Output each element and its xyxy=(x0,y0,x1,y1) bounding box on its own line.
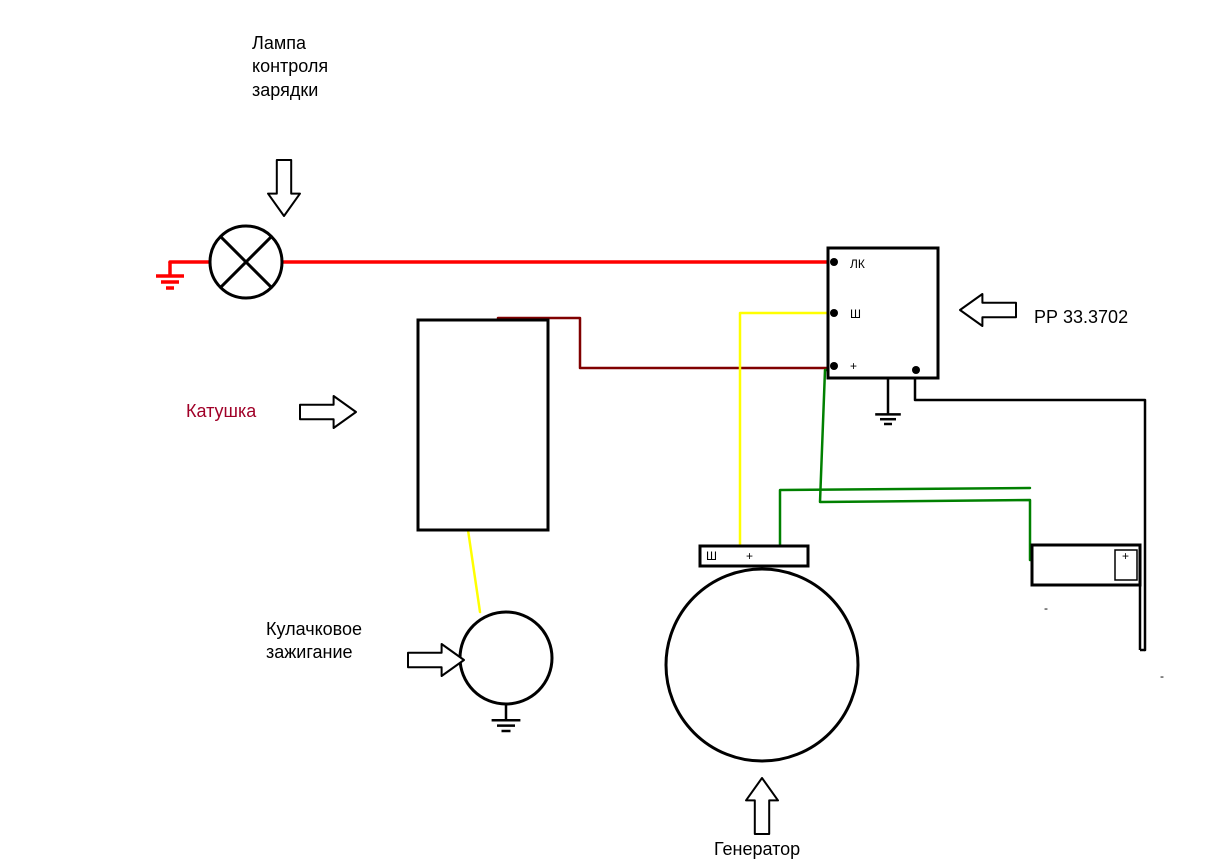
svg-text:-: - xyxy=(1160,669,1164,683)
svg-text:ЛК: ЛК xyxy=(850,257,865,271)
lamp-label: Лампа контроля зарядки xyxy=(252,32,328,102)
ignition-label: Кулачковое зажигание xyxy=(266,618,362,665)
svg-text:-: - xyxy=(1044,601,1048,615)
wiring-diagram: ЛК Ш + - Ш + + - - xyxy=(0,0,1221,865)
coil-label: Катушка xyxy=(186,400,256,423)
svg-text:Ш: Ш xyxy=(706,549,717,563)
generator-label: Генератор xyxy=(714,838,800,861)
svg-text:-: - xyxy=(914,359,918,373)
svg-text:+: + xyxy=(746,549,753,563)
svg-text:Ш: Ш xyxy=(850,307,861,321)
svg-text:+: + xyxy=(1122,549,1129,563)
regulator-label: РР 33.3702 xyxy=(1034,306,1128,329)
svg-text:+: + xyxy=(850,359,857,373)
